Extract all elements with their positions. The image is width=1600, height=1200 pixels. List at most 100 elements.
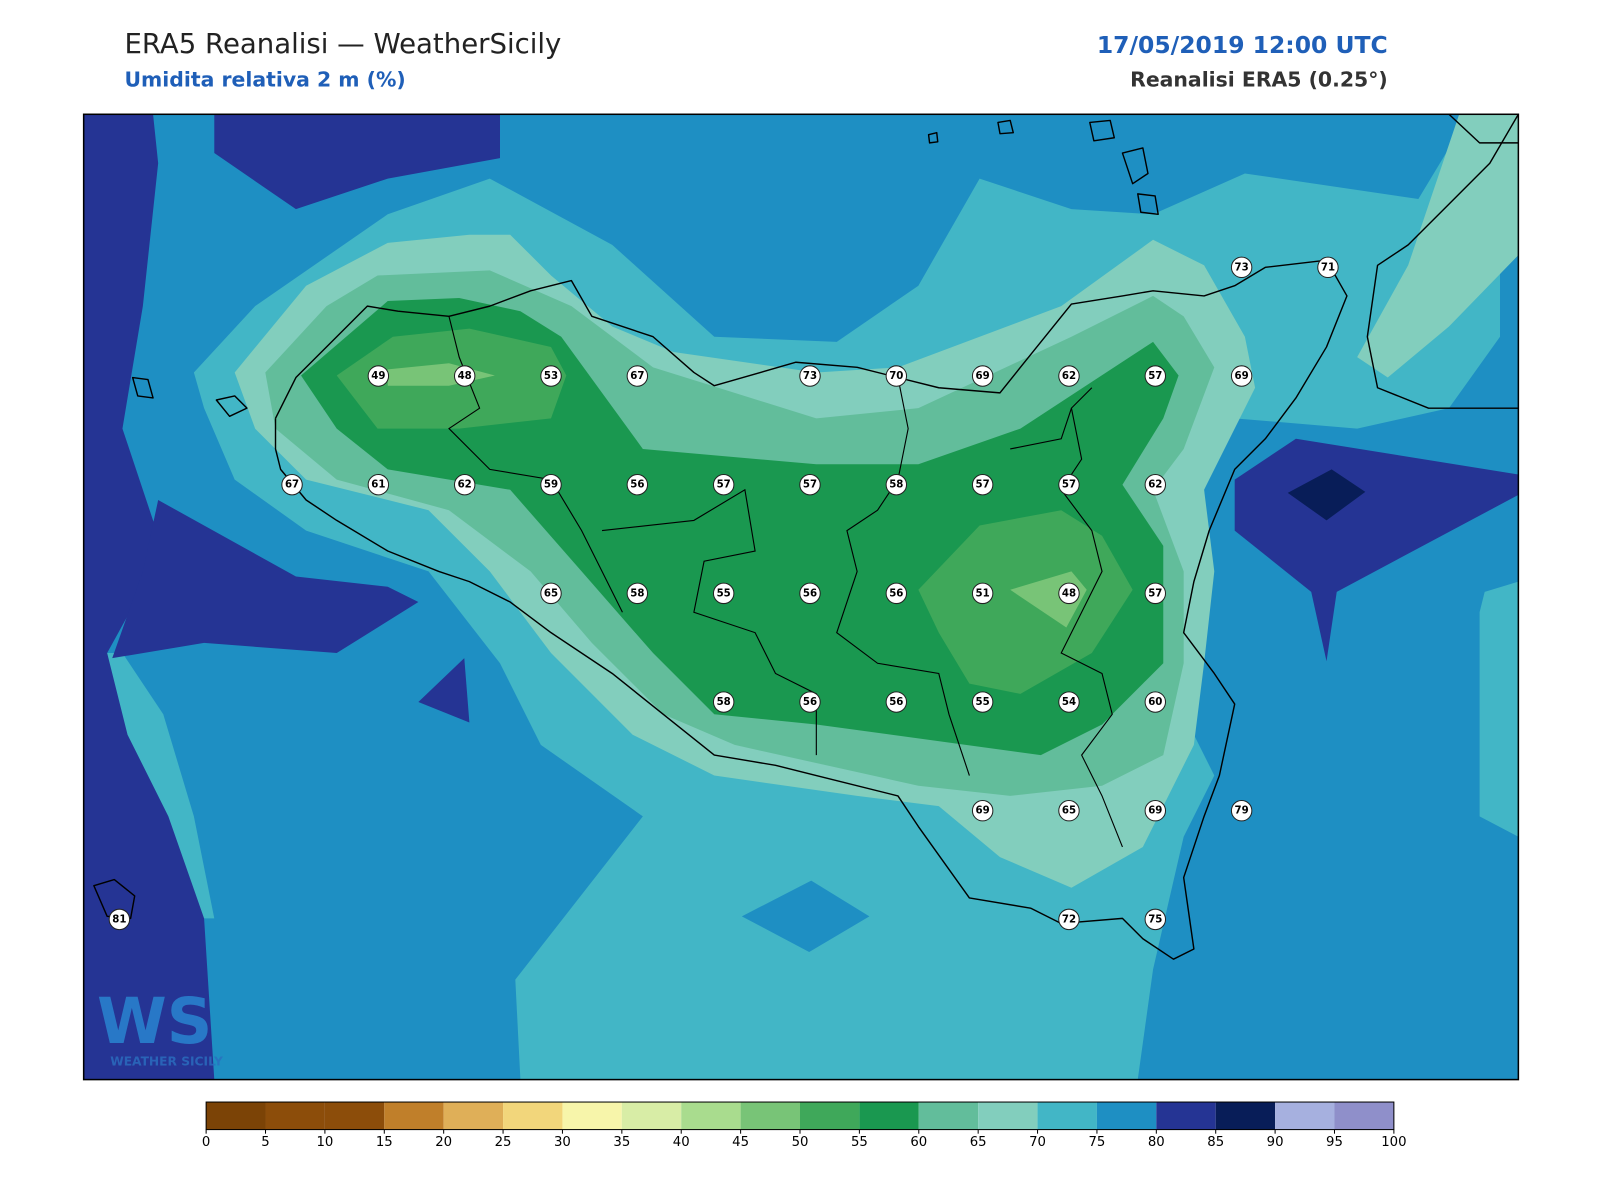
colorbar-segment	[1156, 1102, 1216, 1130]
colorbar-tick-label: 10	[316, 1135, 333, 1150]
station-value: 73	[1235, 262, 1249, 273]
island	[927, 131, 939, 144]
contour-80-85	[418, 658, 470, 723]
station-value: 67	[285, 480, 299, 491]
station-marker	[971, 473, 994, 496]
colorbar-tick-label: 65	[970, 1135, 987, 1150]
station-value: 48	[458, 371, 472, 382]
station-value: 59	[544, 480, 558, 491]
contour-65-70	[1357, 114, 1519, 378]
colorbar-segment	[1037, 1102, 1097, 1130]
station-value: 69	[1148, 806, 1162, 817]
colorbar-tick-label: 100	[1381, 1135, 1406, 1150]
contour-70-75	[1479, 581, 1519, 837]
station-value: 56	[803, 588, 817, 599]
colorbar-tick-label: 85	[1207, 1135, 1224, 1150]
station-marker	[1144, 800, 1167, 822]
station-marker	[1230, 256, 1253, 279]
colorbar-segment	[1215, 1102, 1276, 1130]
station-marker	[885, 691, 908, 713]
station-value: 62	[458, 480, 472, 491]
colorbar-segment	[978, 1102, 1038, 1130]
station-marker	[281, 473, 303, 496]
station-value: 62	[1062, 371, 1076, 382]
colorbar-tick-label: 45	[732, 1135, 749, 1150]
colorbar-segment	[384, 1102, 444, 1130]
station-value: 57	[717, 480, 731, 491]
contour-80-85	[214, 114, 500, 210]
colorbar: 0 5 10 15 20 25 30 35 40 45 50 55 60 65 70 75 80 85 90 95 10…	[202, 1101, 1407, 1150]
station-value: 67	[630, 371, 644, 382]
province-border	[836, 377, 970, 776]
colorbar-segment	[740, 1102, 800, 1130]
station-value: 60	[1148, 697, 1162, 708]
station-marker	[712, 691, 735, 713]
station-value: 71	[1321, 262, 1335, 273]
title: ERA5 Reanalisi — WeatherSicily	[124, 28, 561, 60]
colorbar-tick-label: 75	[1089, 1135, 1106, 1150]
station-marker	[540, 365, 562, 387]
station-value: 57	[1062, 480, 1076, 491]
station-marker	[453, 473, 476, 496]
station-marker	[1058, 691, 1080, 713]
station-marker	[453, 365, 476, 387]
province-border	[601, 488, 817, 756]
station-value: 65	[1062, 806, 1076, 817]
island	[1137, 193, 1159, 215]
station-marker	[1317, 256, 1339, 279]
station-marker	[971, 365, 994, 387]
contour-85-90	[1287, 469, 1366, 521]
station-value: 70	[889, 371, 903, 382]
station-marker	[626, 365, 649, 387]
colorbar-segment	[206, 1102, 266, 1130]
station-marker	[971, 582, 994, 605]
colorbar-tick-label: 50	[792, 1135, 809, 1150]
station-marker	[971, 800, 994, 822]
logo: WS WEATHER SICILY	[97, 984, 223, 1068]
island	[1121, 147, 1149, 185]
station-marker	[1144, 582, 1167, 605]
colorbar-tick-label: 80	[1148, 1135, 1165, 1150]
colorbar-tick-label: 90	[1267, 1135, 1284, 1150]
colorbar-segment	[1275, 1102, 1335, 1130]
station-marker	[626, 473, 649, 496]
station-value: 54	[1062, 697, 1076, 708]
island	[997, 119, 1014, 135]
station-marker	[799, 582, 821, 605]
contour-75-80	[741, 880, 870, 953]
station-marker	[1144, 908, 1167, 931]
station-marker	[799, 691, 821, 713]
colorbar-tick-label: 0	[202, 1135, 210, 1150]
station-marker	[799, 473, 821, 496]
station-marker	[1058, 365, 1080, 387]
colorbar-segment	[503, 1102, 563, 1130]
colorbar-segment	[1334, 1102, 1394, 1130]
coastline-calabria	[1366, 114, 1519, 409]
station-value: 61	[371, 480, 385, 491]
station-value: 72	[1062, 914, 1076, 925]
map-frame	[82, 113, 1520, 1081]
station-marker	[1230, 800, 1253, 822]
station-value: 57	[803, 480, 817, 491]
subtitle: Umidita relativa 2 m (%)	[124, 68, 405, 92]
colorbar-tick-label: 70	[1029, 1135, 1046, 1150]
contour-50-55	[918, 510, 1133, 694]
colorbar-segment	[324, 1102, 385, 1130]
station-marker	[885, 473, 908, 496]
coastline-sicily	[274, 259, 1348, 960]
station-marker	[1058, 800, 1080, 822]
island	[1089, 119, 1115, 142]
station-value: 57	[976, 480, 990, 491]
station-marker	[1144, 473, 1167, 496]
station-marker	[799, 365, 821, 387]
colorbar-segment	[859, 1102, 919, 1130]
colorbar-tick-label: 30	[554, 1135, 571, 1150]
station-value: 81	[112, 914, 126, 925]
station-value: 75	[1148, 914, 1162, 925]
colorbar-segment	[621, 1102, 682, 1130]
station-marker	[712, 473, 735, 496]
colorbar-segment	[443, 1102, 504, 1130]
colorbar-segment	[800, 1102, 860, 1130]
station-marker	[367, 365, 390, 387]
